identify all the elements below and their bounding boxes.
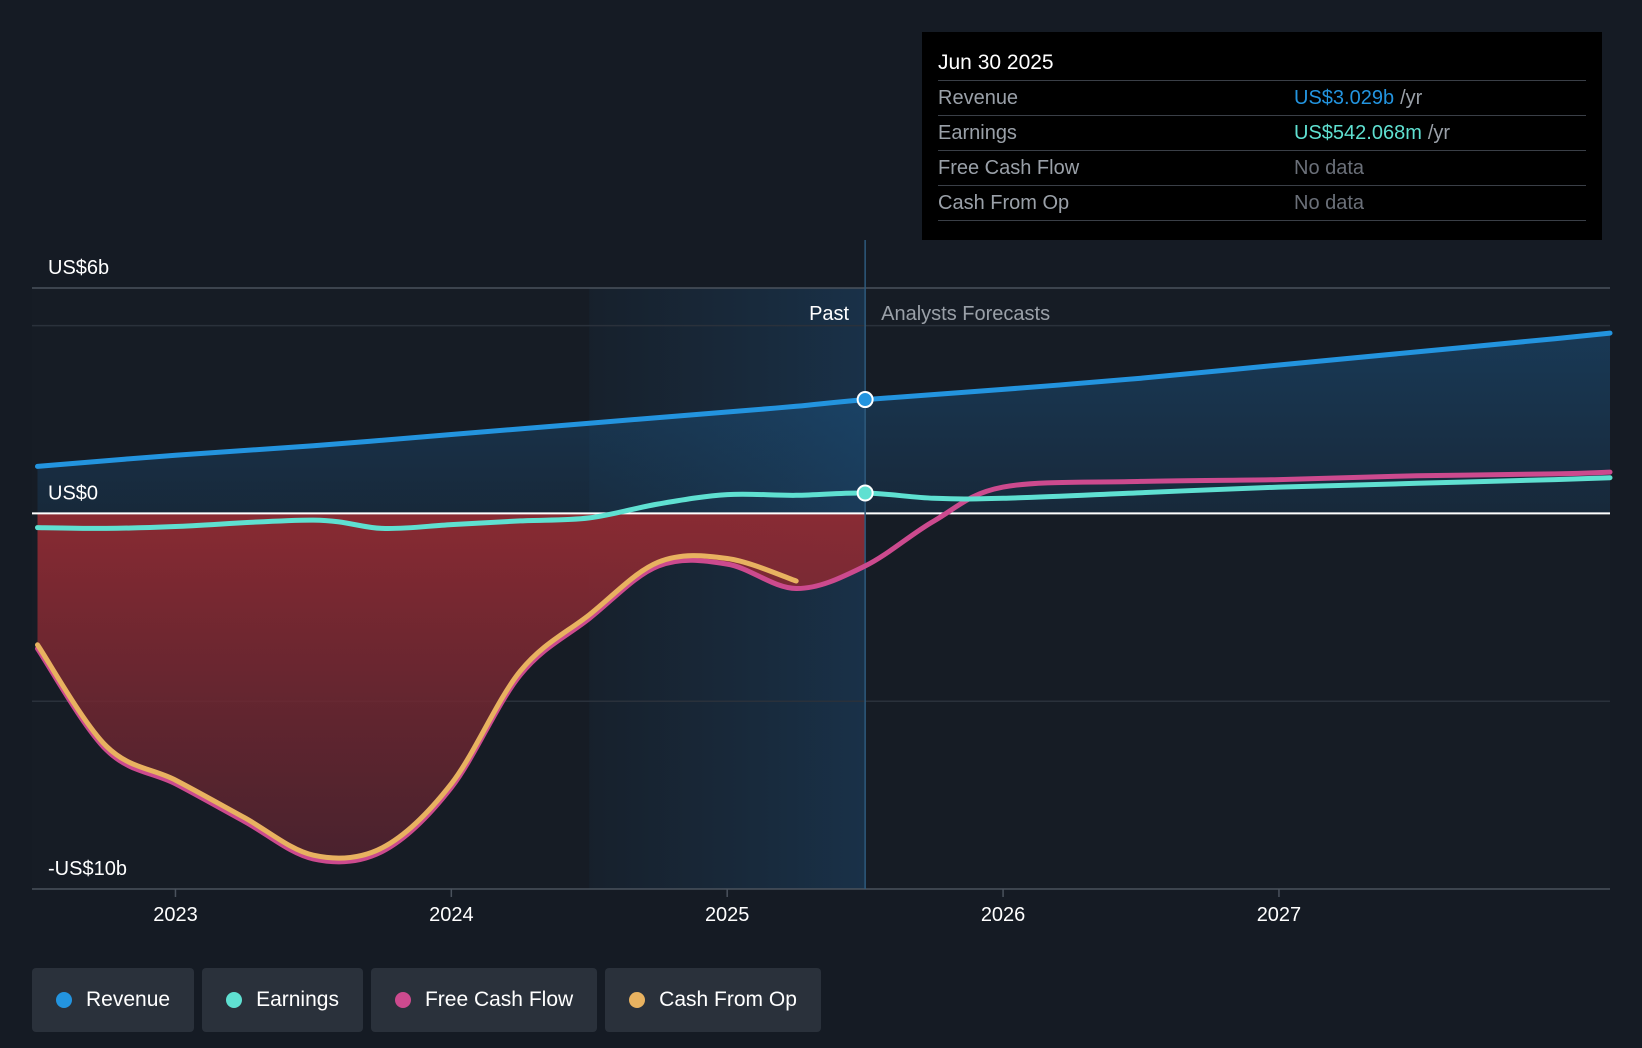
x-axis-label: 2025 (705, 904, 750, 926)
revenue-marker (856, 391, 874, 409)
x-axis-label: 2024 (429, 904, 474, 926)
past-shade (589, 288, 866, 889)
tooltip-label: Earnings (938, 122, 1017, 144)
free-cash-flow-line (35, 469, 1613, 865)
tooltip-unit: /yr (1400, 87, 1423, 109)
legend-label: Earnings (256, 988, 339, 1011)
x-axis-label: 2027 (1257, 904, 1302, 926)
legend-dot-icon (394, 992, 411, 1008)
forecast-label: Analysts Forecasts (881, 303, 1050, 325)
x-axis-label: 2023 (153, 904, 198, 926)
tooltip-label: Free Cash Flow (938, 157, 1080, 179)
revenue-line (35, 330, 1613, 469)
free-cash-flow-area (37, 513, 866, 862)
tooltip-row-free-cash-flow: Free Cash Flow No data (938, 151, 1586, 186)
legend-dot-icon (226, 992, 243, 1008)
earnings-line (35, 475, 1613, 532)
tooltip: Jun 30 2025 Revenue US$3.029b /yr Earnin… (922, 32, 1602, 240)
cash-from-op-line (35, 553, 799, 861)
tooltip-label: Cash From Op (938, 192, 1070, 214)
tooltip-value: No data (1294, 157, 1365, 179)
past-label: Past (809, 303, 849, 325)
y-axis-label: -US$10b (48, 858, 127, 880)
legend: Revenue Earnings Free Cash Flow Cash Fro… (32, 968, 821, 1032)
legend-item-revenue[interactable]: Revenue (32, 968, 195, 1032)
legend-label: Revenue (86, 988, 171, 1011)
tooltip-value: US$542.068m (1294, 122, 1422, 144)
legend-item-earnings[interactable]: Earnings (202, 968, 363, 1032)
tooltip-row-cash-from-op: Cash From Op No data (938, 186, 1586, 221)
tooltip-row-revenue: Revenue US$3.029b /yr (938, 81, 1586, 116)
y-axis-label: US$0 (48, 482, 98, 504)
tooltip-value: US$3.029b (1294, 87, 1395, 109)
tooltip-date: Jun 30 2025 (938, 46, 1586, 81)
tooltip-unit: /yr (1427, 122, 1451, 144)
legend-item-cash-from-op[interactable]: Cash From Op (605, 968, 821, 1032)
x-axis-label: 2026 (981, 904, 1026, 926)
tooltip-row-earnings: Earnings US$542.068m /yr (938, 116, 1586, 151)
tooltip-value: No data (1294, 192, 1365, 214)
legend-dot-icon (56, 992, 72, 1008)
revenue-area (37, 333, 1610, 514)
legend-dot-icon (629, 992, 646, 1008)
legend-item-free-cash-flow[interactable]: Free Cash Flow (370, 968, 598, 1032)
legend-label: Cash From Op (659, 988, 797, 1011)
legend-label: Free Cash Flow (424, 988, 574, 1011)
y-axis-label: US$6b (48, 257, 109, 279)
earnings-marker (856, 484, 874, 502)
tooltip-label: Revenue (938, 87, 1019, 109)
